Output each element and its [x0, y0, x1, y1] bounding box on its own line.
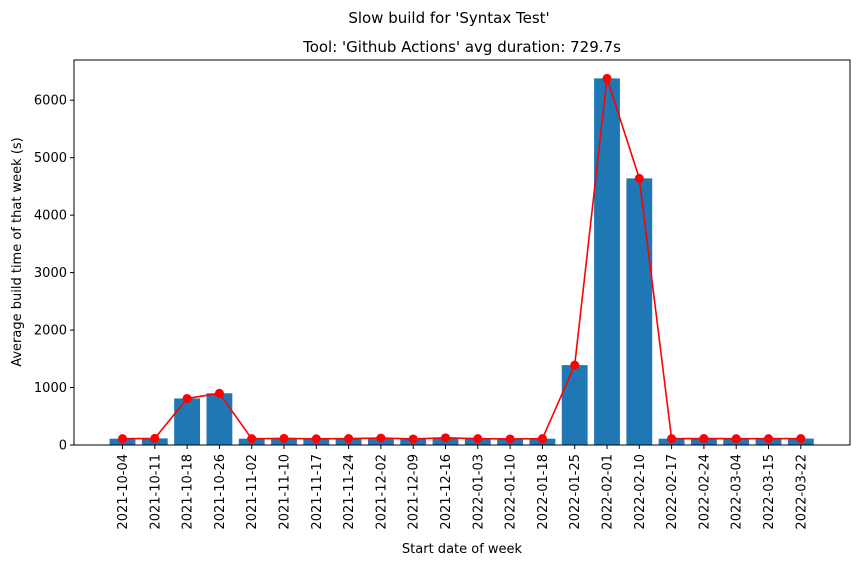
line-point	[247, 434, 257, 444]
x-tick-label: 2021-12-02	[374, 454, 389, 530]
x-tick-label: 2021-11-24	[342, 454, 357, 530]
x-tick-label: 2021-11-02	[245, 454, 260, 530]
x-tick-label: 2022-02-10	[633, 454, 648, 530]
line-point	[441, 433, 450, 443]
bars-layer	[109, 78, 814, 445]
line-point	[505, 434, 515, 444]
y-axis-label: Average build time of that week (s)	[10, 137, 25, 367]
y-tick-label: 5000	[34, 151, 67, 166]
x-tick-label: 2022-01-25	[568, 454, 583, 530]
line-point	[150, 433, 160, 443]
x-tick-label: 2021-12-16	[439, 454, 454, 530]
line-point	[376, 433, 386, 443]
line-point	[796, 434, 806, 444]
line-point	[537, 434, 547, 444]
line-point	[602, 73, 612, 83]
x-tick-label: 2021-10-04	[116, 454, 131, 530]
line-point	[570, 360, 580, 370]
line-point	[699, 434, 709, 444]
line-point	[667, 434, 677, 444]
line-point	[634, 173, 644, 183]
x-tick-label: 2021-11-17	[310, 454, 325, 530]
line-point	[279, 433, 289, 443]
x-tick-label: 2022-01-18	[536, 454, 551, 530]
chart-suptitle: Slow build for 'Syntax Test'	[348, 9, 549, 27]
line-point	[764, 434, 773, 444]
x-tick-label: 2022-03-22	[794, 454, 809, 530]
line-point	[118, 434, 127, 444]
x-tick-label: 2021-11-10	[278, 454, 293, 530]
bar	[174, 398, 201, 445]
line-series	[122, 77, 801, 440]
line-point	[408, 434, 418, 444]
bar	[626, 178, 653, 445]
line-point	[182, 393, 192, 403]
y-axis: 0 1000 2000 3000 4000 5000 6000	[34, 94, 74, 454]
x-tick-label: 2021-10-11	[148, 454, 163, 530]
line-point	[344, 434, 354, 444]
line-point	[311, 434, 321, 444]
line-point	[473, 434, 483, 444]
x-axis-label: Start date of week	[402, 542, 523, 557]
series-line	[122, 77, 801, 440]
line-point	[731, 434, 741, 444]
x-tick-label: 2022-02-17	[665, 454, 680, 530]
x-tick-label: 2022-01-10	[504, 454, 519, 530]
chart-title: Tool: 'Github Actions' avg duration: 729…	[302, 38, 621, 56]
x-tick-label: 2021-10-26	[213, 454, 228, 530]
y-tick-label: 4000	[34, 209, 67, 224]
y-tick-label: 0	[59, 439, 67, 454]
y-tick-label: 2000	[34, 324, 67, 339]
x-tick-label: 2021-10-18	[181, 454, 196, 530]
bar	[561, 365, 588, 445]
x-tick-label: 2022-01-03	[471, 454, 486, 530]
x-tick-label: 2022-02-24	[697, 454, 712, 530]
x-tick-label: 2021-12-09	[407, 454, 422, 530]
bar	[594, 78, 620, 445]
x-tick-label: 2022-02-01	[601, 454, 616, 530]
bar	[206, 393, 233, 445]
y-tick-label: 3000	[34, 266, 67, 281]
line-point	[214, 388, 224, 398]
y-tick-label: 6000	[34, 94, 67, 109]
x-tick-label: 2022-03-04	[730, 454, 745, 530]
x-tick-label: 2022-03-15	[762, 454, 777, 530]
plot-area-frame	[73, 59, 851, 446]
x-axis: 2021-10-04 2021-10-11 2021-10-18 2021-10-26…	[116, 445, 809, 530]
line-markers	[118, 73, 806, 444]
y-tick-label: 1000	[34, 381, 67, 396]
